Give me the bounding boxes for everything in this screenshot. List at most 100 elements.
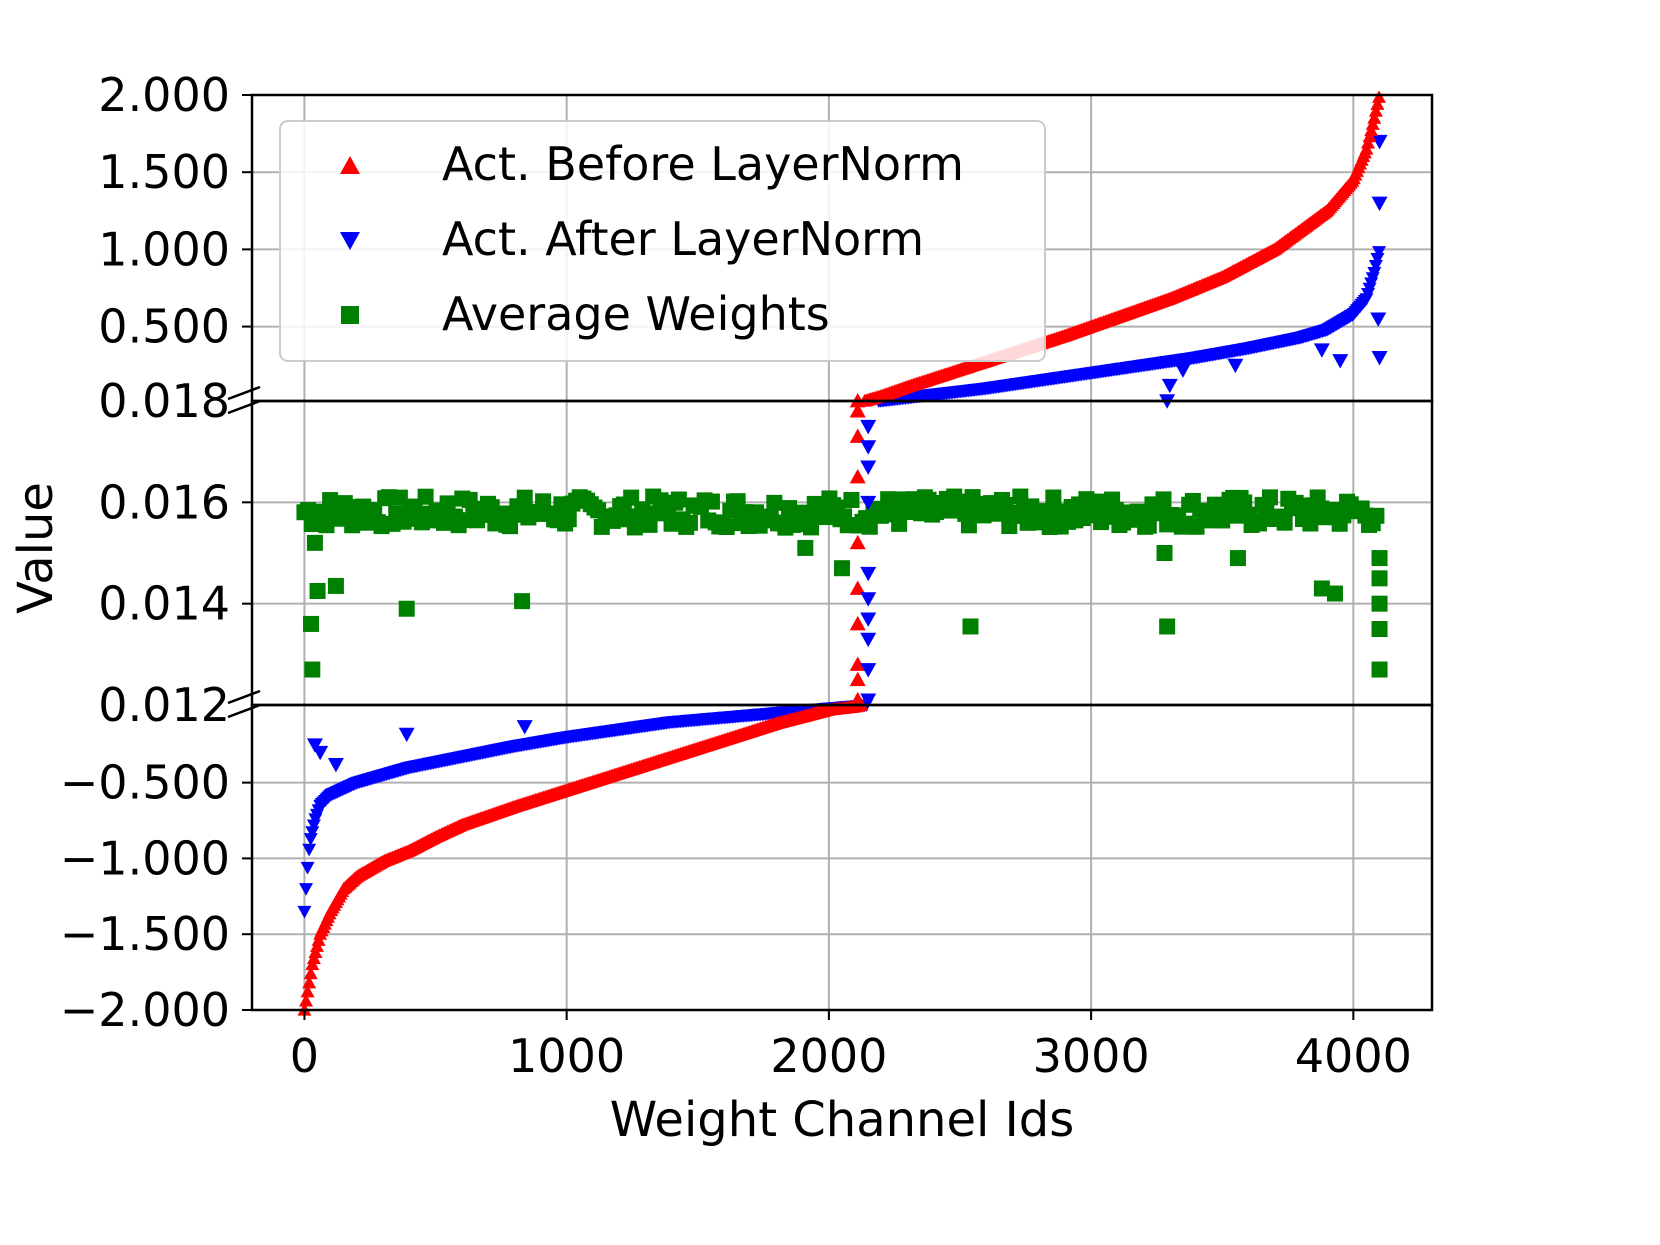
weight-point	[670, 491, 687, 508]
weight-point	[1155, 491, 1172, 508]
before-point	[303, 966, 318, 980]
after-point	[1371, 196, 1388, 212]
weight-point	[843, 491, 860, 508]
legend-marker-after	[340, 232, 360, 250]
after-point	[303, 833, 318, 846]
after-point	[860, 693, 877, 708]
weight-point	[1371, 661, 1388, 678]
panel-frame	[250, 399, 1434, 707]
y-tick-label: 0.018	[98, 374, 230, 428]
y-tick-label: 0.012	[98, 678, 230, 732]
y-tick-label: 0.014	[98, 577, 230, 631]
weight-point	[1371, 621, 1388, 637]
weight-point	[439, 495, 456, 512]
weight-point	[309, 583, 326, 599]
after-point	[1313, 343, 1330, 358]
before-point	[849, 615, 866, 631]
weight-point	[1326, 585, 1343, 602]
after-point	[306, 819, 321, 833]
y-tick-labels: 0.500 1.000 1.500 2.000 0.018 0.014 0.016 0.012…	[60, 68, 252, 1037]
after-point	[1370, 253, 1385, 266]
after-point	[1370, 312, 1387, 327]
before-point	[299, 993, 314, 1007]
weight-point	[417, 488, 434, 505]
after-point	[312, 745, 329, 761]
weight-point	[962, 618, 979, 635]
weight-point	[766, 494, 783, 511]
after-point	[327, 758, 344, 773]
after-point	[299, 883, 314, 896]
weight-point	[1229, 550, 1246, 567]
weight-point	[1313, 580, 1330, 597]
before-point	[849, 428, 866, 443]
weight-point	[703, 493, 720, 510]
after-point	[1368, 260, 1383, 273]
after-point	[1161, 378, 1178, 394]
after-point	[1227, 358, 1244, 374]
after-point	[860, 566, 877, 582]
x-tick-label: 4000	[1295, 1029, 1412, 1083]
weight-point	[1045, 489, 1062, 506]
before-point	[849, 534, 866, 550]
weight-point	[306, 534, 323, 551]
before-point	[849, 469, 866, 484]
legend: Act. Before LayerNorm Act. After LayerNo…	[279, 120, 1046, 362]
legend-box	[279, 120, 1046, 362]
y-tick-label: 0.500	[98, 300, 230, 354]
weight-point	[391, 489, 408, 506]
weight-point	[1371, 550, 1388, 567]
weight-point	[1371, 595, 1388, 612]
after-point	[860, 592, 877, 607]
x-tick-label: 1000	[508, 1029, 625, 1083]
after-point	[1371, 134, 1388, 150]
before-point	[302, 975, 317, 989]
weight-point	[834, 560, 850, 577]
after-point	[1332, 354, 1349, 369]
y-tick-label: −1.500	[60, 907, 230, 961]
after-point	[860, 663, 877, 678]
legend-label-weights: Average Weights	[442, 287, 830, 341]
data-points	[296, 90, 1388, 1016]
break-mark	[227, 399, 261, 415]
x-tick-label: 2000	[770, 1029, 887, 1083]
weight-point	[1371, 570, 1388, 587]
axis-break-marks	[227, 385, 261, 719]
weight-point	[1214, 512, 1231, 529]
after-point	[306, 738, 323, 753]
before-point	[1368, 104, 1383, 117]
weight-point	[960, 517, 977, 534]
weight-point	[1159, 618, 1176, 635]
break-mark	[227, 385, 261, 401]
y-tick-label: 0.016	[98, 475, 230, 529]
after-point	[860, 440, 877, 455]
before-point	[849, 691, 866, 707]
after-point	[302, 843, 317, 857]
before-point	[1372, 90, 1387, 103]
after-point	[860, 612, 877, 627]
legend-marker-weights	[341, 306, 359, 324]
before-point	[1370, 97, 1385, 110]
legend-label-after: Act. After LayerNorm	[442, 212, 924, 266]
weight-point	[1302, 515, 1319, 532]
before-point	[300, 984, 315, 998]
before-point	[849, 656, 866, 671]
after-point	[516, 720, 533, 735]
weight-point	[1140, 517, 1157, 534]
weight-point	[535, 493, 552, 510]
weight-point	[718, 519, 735, 536]
weight-point	[303, 615, 319, 632]
weight-point	[560, 511, 577, 528]
weight-point	[304, 661, 321, 678]
weight-point	[327, 577, 344, 594]
weight-point	[803, 519, 820, 536]
weight-point	[1236, 494, 1253, 511]
x-tick-labels: 0 1000 2000 3000 4000	[290, 1010, 1412, 1083]
break-mark	[227, 689, 261, 705]
x-axis-label: Weight Channel Ids	[610, 1092, 1074, 1148]
after-point	[300, 861, 315, 875]
before-point	[849, 580, 866, 595]
weight-point	[1250, 515, 1267, 532]
y-tick-label: −2.000	[60, 983, 230, 1037]
weight-point	[514, 593, 531, 610]
